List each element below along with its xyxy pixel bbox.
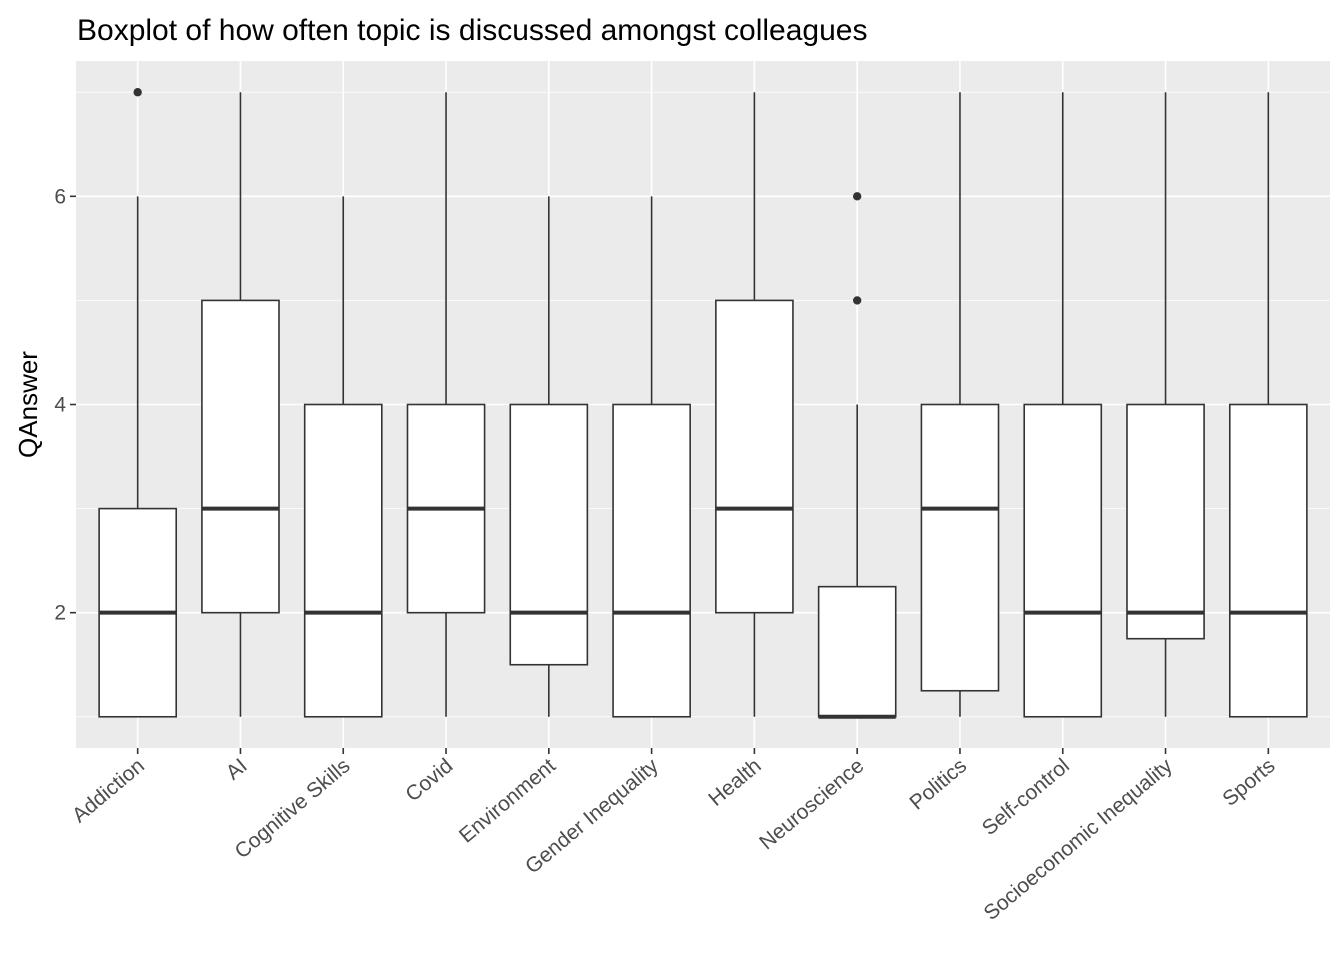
box-body [1023,403,1103,718]
box-body [303,403,383,718]
x-tick-label: Self-control [978,754,1074,840]
y-tick-label: 4 [54,394,66,417]
outlier-point [852,192,862,201]
x-tick-label: Covid [401,754,457,806]
y-axis-label: QAnswer [13,351,43,458]
box-sports [1228,92,1308,718]
x-tick-label: Politics [905,754,971,814]
box-socioeconomic-inequality [1126,92,1205,717]
chart-title: Boxplot of how often topic is discussed … [77,14,867,47]
x-tick-label: Sports [1218,754,1279,811]
box-addiction [98,88,178,718]
box-ai [201,92,280,717]
x-tick-label: Addiction [68,754,149,827]
box-self-control [1023,92,1103,718]
y-tick-label: 2 [54,602,66,625]
y-axis: 2 4 6 [54,185,76,625]
box-environment [509,196,589,717]
box-neuroscience [817,192,897,719]
x-tick-label: Environment [455,754,560,848]
outlier-point [852,296,862,305]
box-body [612,403,691,718]
box-body [509,403,589,666]
box-politics [920,92,1000,717]
box-gender-inequality [612,196,691,718]
box-body [817,585,897,718]
box-body [201,299,280,614]
box-body [715,299,794,614]
x-tick-label: Neuroscience [755,754,868,854]
box-cognitive-skills [303,196,383,718]
box-series [98,88,1308,719]
x-tick-label: AI [222,754,252,784]
y-tick-label: 6 [54,185,66,208]
x-tick-label: Socioeconomic Inequality [980,754,1178,925]
box-covid [406,92,486,717]
box-body [1126,403,1205,640]
box-body [920,403,1000,692]
box-health [715,92,794,717]
outlier-point [133,88,142,97]
x-tick-label: Health [704,754,765,811]
box-body [1228,403,1308,718]
